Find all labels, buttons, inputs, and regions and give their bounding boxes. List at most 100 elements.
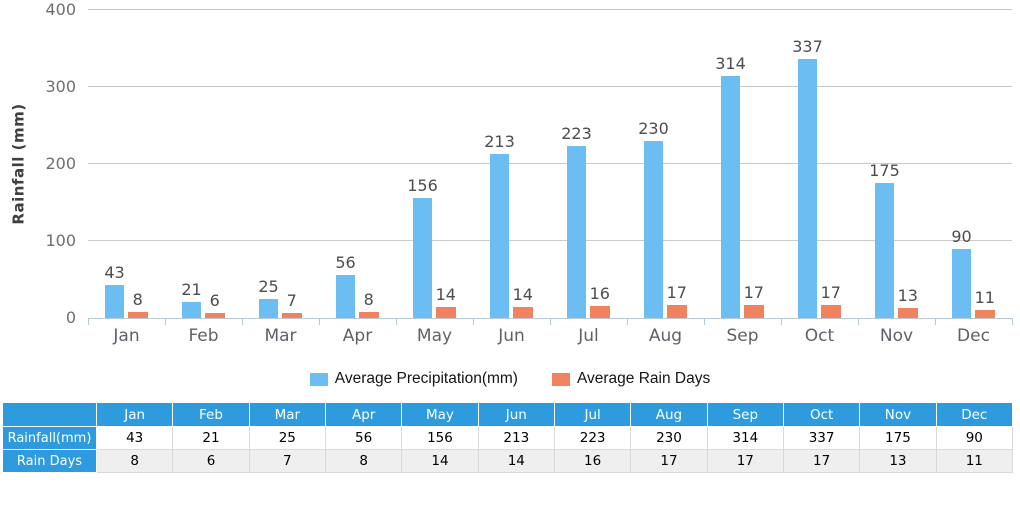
x-tick-label: Jun — [498, 326, 525, 346]
table-cell-rain-days: 16 — [553, 449, 632, 473]
rain-days-value-label: 17 — [666, 282, 687, 302]
precipitation-swatch-icon — [309, 372, 328, 386]
precipitation-value-label: 175 — [869, 161, 900, 181]
precipitation-bar — [490, 154, 509, 318]
x-tick-label: Jul — [578, 326, 599, 346]
table-month-header: Jun — [477, 402, 555, 427]
precipitation-value-label: 21 — [181, 279, 202, 299]
table-cell-rain-days: 17 — [782, 449, 861, 473]
precipitation-value-label: 90 — [951, 226, 972, 246]
table-cell-precipitation: 25 — [248, 426, 326, 450]
x-axis-tick — [165, 318, 166, 325]
table-cell-precipitation: 230 — [630, 426, 708, 450]
rain-days-swatch-icon — [551, 372, 570, 386]
table-cell-precipitation: 314 — [706, 426, 784, 450]
precipitation-value-label: 25 — [258, 276, 279, 296]
x-tick-label: Jan — [113, 326, 140, 346]
table-header-row: Jan Feb Mar Apr May Jun Jul Aug Sep Oct Nov Dec — [2, 402, 1014, 427]
x-axis-tick — [858, 318, 859, 325]
x-tick-label: Mar — [264, 326, 297, 346]
rain-days-bar — [744, 304, 764, 318]
rain-days-value-label: 14 — [512, 285, 533, 305]
rain-days-value-label: 17 — [820, 282, 841, 302]
table-row-rainfall: Rainfall(mm) 43 21 25 56 156 213 223 230 314 337 1… — [2, 426, 1014, 450]
legend-label-precipitation: Average Precipitation(mm) — [334, 370, 518, 387]
rain-days-bar — [898, 308, 918, 318]
table-month-header: Sep — [706, 402, 784, 427]
table-month-header: Jan — [95, 402, 174, 427]
precipitation-bar — [413, 197, 432, 318]
table-month-header: Apr — [324, 402, 403, 427]
rain-days-value-label: 8 — [363, 289, 374, 309]
precipitation-value-label: 223 — [561, 124, 592, 144]
precipitation-bar — [182, 301, 201, 318]
x-tick-label: Feb — [188, 326, 219, 346]
precipitation-value-label: 156 — [407, 175, 438, 195]
precipitation-bar — [952, 248, 971, 318]
row-header-rain-days: Rain Days — [2, 449, 97, 473]
x-tick-label: Sep — [726, 326, 759, 346]
table-month-header: Jul — [553, 402, 632, 427]
rain-days-bar — [821, 304, 841, 318]
plot-area: 43 8 21 6 25 7 56 8 156 14 213 14 223 16 230 17 314 17 337… — [88, 9, 1013, 325]
table-cell-precipitation: 43 — [95, 426, 174, 450]
x-axis-tick — [242, 318, 243, 325]
rain-days-value-label: 7 — [286, 290, 297, 310]
x-axis-tick — [627, 318, 628, 325]
x-axis-tick — [473, 318, 474, 325]
rain-days-value-label: 16 — [589, 283, 610, 303]
precipitation-bar — [875, 183, 894, 318]
precipitation-value-label: 314 — [715, 54, 746, 74]
table-cell-precipitation: 156 — [401, 426, 479, 450]
table-month-header: May — [401, 402, 479, 427]
x-tick-label: Dec — [957, 326, 990, 346]
rain-days-bar — [975, 309, 995, 318]
x-axis-tick — [704, 318, 705, 325]
table-month-header: Dec — [935, 402, 1014, 427]
rain-days-value-label: 14 — [435, 285, 456, 305]
rain-days-bar — [205, 313, 225, 318]
rain-days-bar — [282, 312, 302, 318]
grid-line — [88, 9, 1012, 10]
rain-days-bar — [436, 307, 456, 318]
y-tick-label: 300 — [45, 77, 76, 96]
precipitation-bar — [336, 274, 355, 318]
y-tick-label: 200 — [45, 154, 76, 173]
table-month-header: Aug — [630, 402, 708, 427]
corner-cell — [2, 402, 97, 427]
precipitation-bar — [644, 140, 663, 318]
precipitation-value-label: 230 — [638, 118, 669, 138]
table-cell-rain-days: 14 — [477, 449, 555, 473]
table-cell-precipitation: 21 — [172, 426, 250, 450]
table-cell-rain-days: 8 — [95, 449, 174, 473]
x-tick-label: May — [416, 326, 453, 346]
x-tick-label: Nov — [879, 326, 914, 346]
grid-line — [88, 163, 1012, 164]
rain-days-value-label: 11 — [974, 287, 995, 307]
rain-days-bar — [667, 304, 687, 318]
legend-item-rain-days: Average Rain Days — [551, 370, 711, 388]
precipitation-value-label: 213 — [484, 132, 515, 151]
table-cell-rain-days: 13 — [859, 449, 937, 473]
table-row-rain-days: Rain Days 8 6 7 8 14 14 16 17 17 17 13 11 — [2, 449, 1014, 473]
x-axis-tick — [319, 318, 320, 325]
table-cell-precipitation: 213 — [477, 426, 555, 450]
rain-days-bar — [590, 305, 610, 318]
x-axis-tick — [396, 318, 397, 325]
precipitation-bar — [105, 284, 124, 318]
rain-days-value-label: 6 — [209, 291, 220, 311]
table-cell-rain-days: 17 — [706, 449, 784, 473]
legend-label-rain-days: Average Rain Days — [576, 370, 711, 387]
x-axis-tick — [1012, 318, 1013, 325]
precipitation-value-label: 337 — [792, 36, 823, 56]
table-month-header: Nov — [859, 402, 937, 427]
chart-legend: Average Precipitation(mm) Average Rain D… — [0, 367, 1020, 391]
rain-days-value-label: 8 — [132, 289, 143, 309]
precipitation-bar — [259, 298, 278, 318]
grid-line — [88, 240, 1012, 241]
x-axis-tick — [781, 318, 782, 325]
table-cell-precipitation: 337 — [782, 426, 861, 450]
x-tick-label: Aug — [648, 326, 683, 346]
x-tick-label: Oct — [804, 326, 835, 346]
precipitation-value-label: 56 — [335, 252, 356, 272]
